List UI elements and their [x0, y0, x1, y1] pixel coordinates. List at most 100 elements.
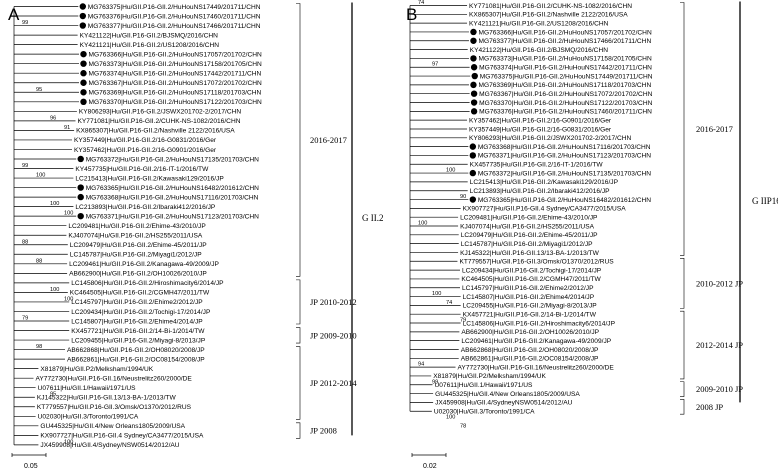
- study-sequence-dot: [470, 55, 477, 62]
- bootstrap-value: 88: [22, 239, 28, 245]
- leaf: MG763367|Hu/GII.P16-GII.2/HuHouNS17072/2…: [410, 90, 653, 98]
- leaf: MG763368|Hu/GII.P16-GII.2/HuHouNS17116/2…: [410, 143, 651, 151]
- leaf: LC145787|Hu/GII.P16-GII.2/Miyagi1/2012/J…: [14, 252, 202, 259]
- study-sequence-dot: [469, 169, 477, 177]
- leaf-label: KC464505|Hu/GII.P16-GII.2/CGMH47/2011/TW: [70, 290, 210, 297]
- study-sequence-dot: [470, 28, 477, 36]
- leaf-label: LC209434|Hu/GII.P16-GII.2/Tochigi-17/201…: [462, 267, 602, 274]
- leaf: LC209455|Hu/GII.P16-GII.2/Miyagi-8/2013/…: [410, 303, 597, 310]
- leaf: MG763372|Hu/GII.P16-GII.2/HuHouNS17135/2…: [410, 169, 651, 177]
- leaf: MG763374|Hu/GII.P16-GII.2/HuHouNS17442/2…: [14, 70, 261, 78]
- leaf: MG763374|Hu/GII.P16-GII.2/HuHouNS17442/2…: [410, 64, 652, 72]
- leaf: LC209479|Hu/GII.P16-GII.2/Ehime-45/2011/…: [14, 242, 207, 249]
- leaf-label: LC209481|Hu/GII.P16-GII.2/Ehime-43/2010/…: [68, 223, 206, 230]
- leaf: LC209434|Hu/GII.P16-GII.2/Tochigi-17/201…: [14, 309, 211, 316]
- bootstrap-value: 100: [418, 221, 427, 227]
- leaf: MG763368|Hu/GII.P16-GII.2/HuHouNS17116/2…: [14, 193, 259, 201]
- leaf: KY357462|Hu/GII.P16-GII.2/16-G0901/2016/…: [14, 147, 217, 154]
- leaf: MG763369|Hu/GII.P16-GII.2/HuHouNS17118/2…: [14, 89, 261, 97]
- leaf-label: LC145807|Hu/GII.P16-GII.2/Ehime4/2014/JP: [71, 318, 203, 325]
- leaf-label: JX459908|Hu/GII.4/Sydney/NSW0514/2012/AU: [40, 442, 179, 449]
- leaf: KX907727|Hu/GII.P16-GII.4 Sydney/CA3477/…: [14, 433, 204, 440]
- leaf-label: MG763377|Hu/GII.P16-GII.2/HuHouNS17466/2…: [88, 23, 261, 30]
- clade-bracket-line: [296, 3, 301, 277]
- leaf: LC209481|Hu/GII.P16-GII.2/Ehime-43/2010/…: [14, 223, 206, 230]
- leaf: GU445325|Hu/GII.4/New Orleans1805/2009/U…: [410, 391, 580, 398]
- leaf: KT779557|Hu/GII.P16-GII.3/Omsk/O1370/201…: [14, 404, 192, 411]
- leaf-label: KY421122|Hu/GII.P16-GII.2/BJSMQ/2016/CHN: [80, 32, 219, 39]
- leaf-label: MG763366|Hu/GII.P16-GII.2/HuHouNS17057/2…: [478, 29, 651, 36]
- leaf: KY421121|Hu/GII.P16-GII.2/US1208/2016/CH…: [410, 20, 609, 27]
- leaf-label: LC145806|Hu/GII.P16-GII.2/Hiroshimacity6…: [463, 320, 616, 327]
- leaf-label: KY357462|Hu/GII.P16-GII.2/16-G0901/2016/…: [469, 117, 612, 124]
- leaf: MG763377|Hu/GII.P16-GII.2/HuHouNS17466/2…: [14, 22, 261, 30]
- leaf-label: KJ145322|Hu/GII.P16-GII.13/13-BA-1/2013/…: [460, 250, 600, 257]
- leaf: KY421122|Hu/GII.P16-GII.2/BJSMQ/2016/CHN: [14, 32, 218, 39]
- leaf: KY457735|Hu/GII.P16-GII.2/16-IT-1/2016/T…: [14, 166, 209, 173]
- leaf-label: MG763365|Hu/GII.P16-GII.2/HuHouNS16482/2…: [478, 197, 651, 204]
- leaf: AB662900|Hu/GII.P16-GII.2/OH10026/2010/J…: [410, 329, 600, 336]
- leaf: KY357449|Hu/GII.P16-GII.2/16-G0831/2016/…: [410, 126, 612, 133]
- leaf: KX457721|Hu/GII.P16-GII.2/14-Bi-1/2014/T…: [410, 312, 597, 319]
- leaf: U07611|Hu/GII.1/Hawaii/1971/US: [410, 382, 533, 389]
- leaf-label: KX907727|Hu/GII.P16-GII.4 Sydney/CA3477/…: [40, 433, 204, 440]
- bootstrap-value: 95: [50, 392, 56, 398]
- leaf-label: KY771081|Hu/GII.P16-GII.2/CUHK-NS-1082/2…: [78, 118, 241, 125]
- study-sequence-dot: [469, 152, 477, 159]
- leaf: AB662900|Hu/GII.P16-GII.2/OH10026/2010/J…: [14, 271, 207, 278]
- leaf: MG763370|Hu/GII.P16-GII.2/HuHouNS17122/2…: [410, 99, 653, 107]
- leaf: MG763373|Hu/GII.P16-GII.2/HuHouNS17158/2…: [410, 55, 652, 63]
- clade-bracket-line: [296, 422, 301, 439]
- study-sequence-dot: [469, 196, 477, 203]
- leaf-label: LC213893|Hu/GII.P16-GII.2/Ibaraki412/201…: [470, 188, 611, 195]
- bootstrap-value: 96: [50, 115, 56, 121]
- leaf-label: MG763372|Hu/GII.P16-GII.2/HuHouNS17135/2…: [478, 170, 651, 177]
- leaf-label: MG763371|Hu/GII.P16-GII.2/HuHouNS17123/2…: [478, 153, 651, 160]
- leaf-label: LC209434|Hu/GII.P16-GII.2/Tochigi-17/201…: [71, 309, 211, 316]
- study-sequence-dot: [77, 193, 84, 201]
- clade-label: JP 2012-2014: [310, 378, 357, 388]
- leaf: MG763369|Hu/GII.P16-GII.2/HuHouNS17118/2…: [410, 81, 651, 89]
- study-sequence-dot: [80, 60, 87, 67]
- leaf-label: LC209455|Hu/GII.P16-GII.2/Miyagi-8/2013/…: [71, 337, 206, 344]
- bootstrap-value: 78: [460, 423, 466, 429]
- clade-label: JP 2010-2012: [310, 297, 357, 307]
- leaf: MG763373|Hu/GII.P16-GII.2/HuHouNS17158/2…: [14, 60, 262, 68]
- leaf-label: LC209479|Hu/GII.P16-GII.2/Ehime-45/2011/…: [461, 232, 598, 239]
- study-sequence-dot: [79, 3, 87, 10]
- leaf: AB662868|Hu/GII.P16-GII.2/OH08020/2008/J…: [410, 347, 599, 354]
- leaf-label: LC209461|Hu/GII.P16-GII.2/Kanagawa-49/20…: [461, 338, 611, 345]
- leaf: MG763371|Hu/GII.P16-GII.2/HuHouNS17123/2…: [14, 212, 259, 220]
- study-sequence-dot: [469, 143, 477, 150]
- bootstrap-value: 100: [446, 415, 455, 421]
- leaf: KJ145322|Hu/GII.P16-GII.13/13-BA-1/2013/…: [14, 395, 176, 402]
- leaf: KY806293|Hu/GII.P16-GII.2/JSWX201702-2/2…: [410, 135, 632, 142]
- leaf-label: AB662868|Hu/GII.P16-GII.2/OH08020/2008/J…: [461, 347, 599, 354]
- leaf-label: AY772730|Hu/GII.P16-GII.16/Neustrelitz26…: [458, 364, 615, 371]
- leaf: AY772730|Hu/GII.P16-GII.16/Neustrelitz26…: [410, 364, 614, 371]
- clade-label: 2016-2017: [310, 135, 347, 145]
- leaf: MG763365|Hu/GII.P16-GII.2/HuHouNS16482/2…: [410, 196, 651, 204]
- study-sequence-dot: [470, 90, 478, 97]
- bootstrap-value: 74: [446, 300, 452, 306]
- leaf: KC464505|Hu/GII.P16-GII.2/CGMH47/2011/TW: [410, 276, 602, 283]
- leaf: MG763367|Hu/GII.P16-GII.2/HuHouNS17072/2…: [14, 79, 262, 87]
- leaf: GU445325|Hu/GII.4/New Orleans1805/2009/U…: [14, 423, 186, 430]
- leaf: MG763376|Hu/GII.P16-GII.2/HuHouNS17460/2…: [410, 108, 652, 116]
- leaf: AB662868|Hu/GII.P16-GII.2/OH08020/2008/J…: [14, 347, 205, 354]
- leaf-label: LC145806|Hu/GII.P16-GII.2/Hiroshimacity6…: [71, 280, 224, 287]
- bootstrap-value: 79: [460, 318, 466, 324]
- bootstrap-value: 99: [22, 20, 28, 26]
- leaf: KY771081|Hu/GII.P16-GII.2/CUHK-NS-1082/2…: [14, 118, 241, 125]
- study-sequence-dot: [80, 79, 87, 86]
- leaf-label: MG763376|Hu/GII.P16-GII.2/HuHouNS17460/2…: [88, 13, 261, 20]
- leaf-label: AY772730|Hu/GII.P16-GII.16/Neustrelitz26…: [36, 375, 193, 382]
- leaf-label: MG763366|Hu/GII.P16-GII.2/HuHouNS17057/2…: [89, 51, 262, 58]
- clade-bracket: JP 2008: [296, 422, 337, 439]
- leaf-label: MG763375|Hu/GII.P16-GII.2/HuHouNS17449/2…: [88, 4, 261, 11]
- leaf-label: AB662900|Hu/GII.P16-GII.2/OH10026/2010/J…: [69, 271, 207, 278]
- clade-bracket: 2009-2010 JP: [680, 381, 743, 397]
- study-sequence-dot: [79, 12, 87, 20]
- leaf: LC209461|Hu/GII.P16-GII.2/Kanagawa-49/20…: [410, 338, 612, 345]
- leaf-label: U02030|Hu/GII.3/Toronto/1991/CA: [38, 414, 139, 421]
